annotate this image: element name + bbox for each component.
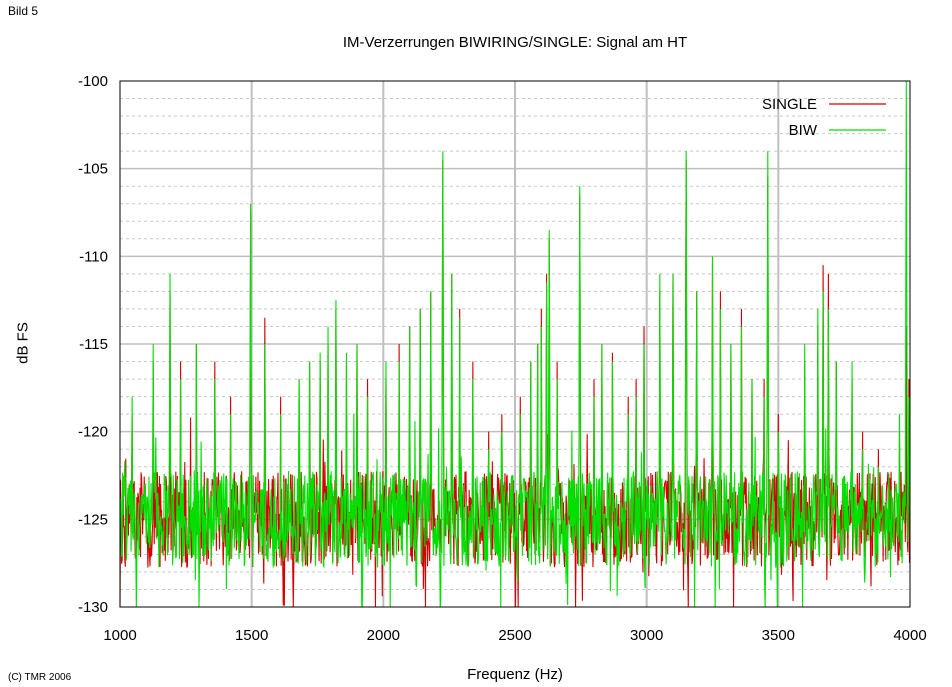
y-tick-label: -120 — [78, 424, 108, 441]
axis-ticks: -100 -105 -110 -115 -120 -125 -130 1000 1500 2000… — [78, 73, 927, 644]
y-tick-label: -130 — [78, 599, 108, 616]
chart-title: IM-Verzerrungen BIWIRING/SINGLE: Signal … — [342, 34, 688, 51]
legend-label-biw: BIW — [789, 122, 818, 139]
x-tick-label: 1000 — [103, 627, 136, 644]
x-tick-label: 2000 — [367, 627, 400, 644]
plot-frame — [119, 80, 911, 608]
legend-label-single: SINGLE — [762, 96, 817, 113]
x-axis-label: Frequenz (Hz) — [467, 666, 563, 683]
x-tick-label: 2500 — [498, 627, 531, 644]
x-tick-label: 4000 — [893, 627, 926, 644]
y-tick-label: -100 — [78, 73, 108, 90]
y-tick-label: -110 — [79, 248, 108, 265]
x-tick-label: 3500 — [762, 627, 795, 644]
y-tick-label: -115 — [79, 336, 108, 353]
series-line-biw — [119, 80, 911, 608]
figure-label: Bild 5 — [8, 4, 39, 18]
y-tick-label: -105 — [78, 161, 108, 178]
legend: SINGLE BIW — [762, 96, 886, 139]
series-lines — [119, 80, 911, 608]
x-tick-label: 1500 — [235, 627, 268, 644]
y-tick-label: -125 — [78, 511, 108, 528]
x-tick-label: 3000 — [630, 627, 663, 644]
copyright-note: (C) TMR 2006 — [8, 672, 72, 683]
